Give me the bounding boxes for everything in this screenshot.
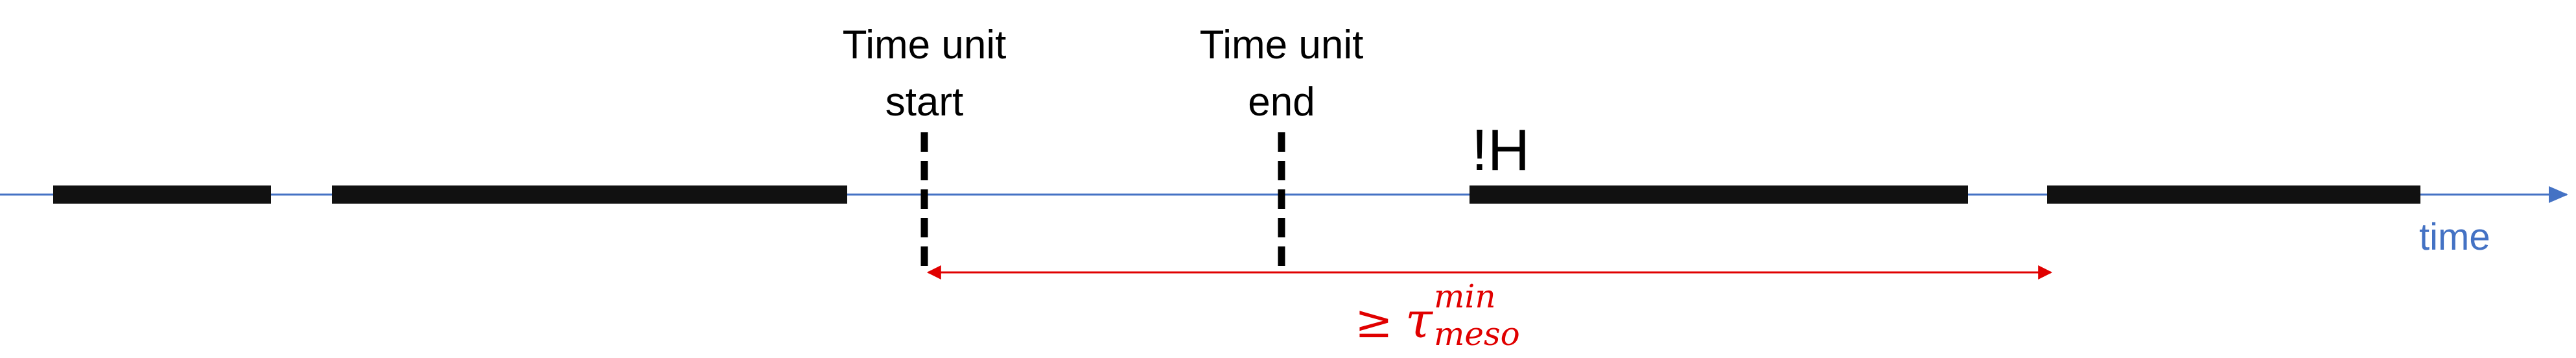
interval-relation: ≥ — [1355, 295, 1393, 348]
interval-subscript: meso — [1434, 315, 1520, 353]
segment — [1469, 185, 1968, 204]
start-label: start — [885, 80, 964, 125]
event-label: !H — [1471, 118, 1530, 183]
interval-symbol: τ — [1405, 291, 1434, 349]
end-label: Time unit — [1200, 23, 1364, 67]
segment — [332, 185, 847, 204]
interval-superscript: min — [1434, 278, 1496, 315]
segment — [53, 185, 271, 204]
start-label: Time unit — [843, 23, 1007, 67]
end-label: end — [1248, 80, 1315, 125]
axis-arrowhead — [2549, 186, 2568, 203]
axis-label: time — [2419, 216, 2490, 258]
segment — [2047, 185, 2420, 204]
